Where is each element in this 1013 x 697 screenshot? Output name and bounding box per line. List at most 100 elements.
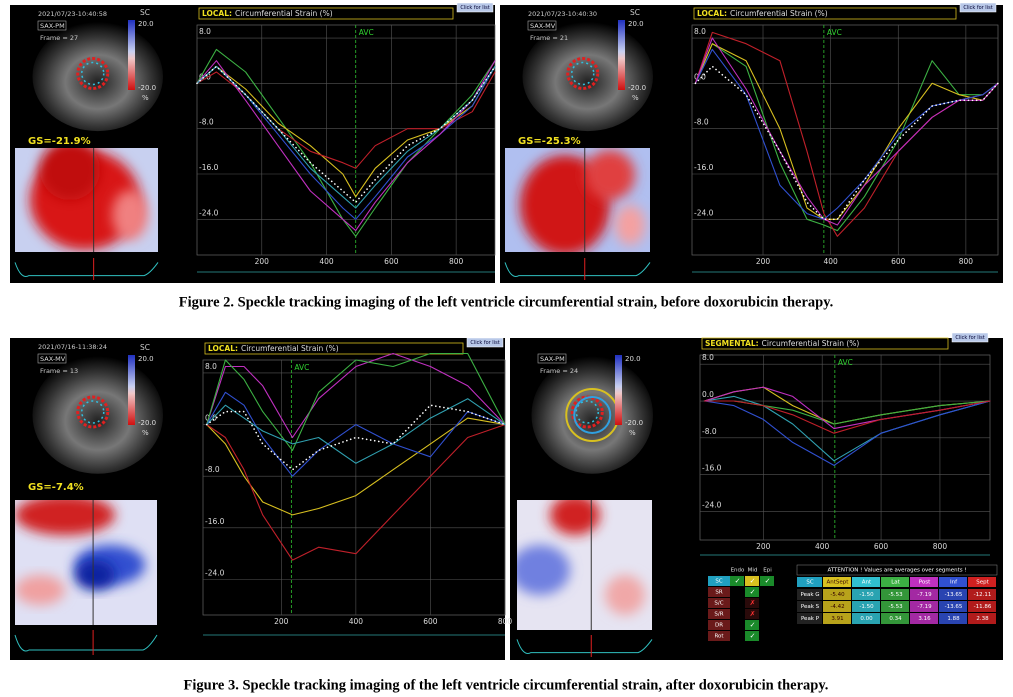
column-header: Lat <box>891 580 900 586</box>
strain-map-blobs <box>520 150 645 252</box>
x-tick-label: 600 <box>384 257 399 266</box>
column-header-cell <box>797 577 822 587</box>
row-label: SC <box>715 579 722 585</box>
row-label: Rot <box>714 634 724 640</box>
scale-max: 20.0 <box>138 20 154 28</box>
strain-blob <box>15 500 115 535</box>
list-button[interactable] <box>951 332 989 343</box>
y-tick-label: 0.0 <box>694 72 706 81</box>
y-tick-label: 8.0 <box>205 362 217 371</box>
title-box <box>204 342 464 355</box>
row-label-cell <box>708 576 730 586</box>
row-label-cell <box>708 587 730 597</box>
row-label-cell <box>708 609 730 619</box>
mark-cell <box>745 576 759 586</box>
strain-map-blobs <box>30 148 148 250</box>
table-header: Epi <box>763 568 772 574</box>
row-label-cell <box>708 598 730 608</box>
table-value: 3.16 <box>918 616 931 622</box>
mark: ✓ <box>750 588 756 596</box>
column-header-cell <box>968 577 996 587</box>
table-value: -12.11 <box>974 592 992 598</box>
strain-curve <box>196 48 496 237</box>
value-cell <box>910 601 938 612</box>
tracking-ring <box>575 400 599 424</box>
x-tick-label: 400 <box>319 257 334 266</box>
strain-curve <box>694 37 999 226</box>
strain-curve <box>196 60 496 232</box>
avc-label: AVC <box>838 358 853 367</box>
table-value: 2.38 <box>976 616 989 622</box>
strain-type: SC <box>140 343 150 352</box>
color-scale <box>618 20 625 90</box>
view-label: SAX-PM <box>40 22 65 30</box>
list-button[interactable] <box>466 337 504 348</box>
column-header-cell <box>852 577 880 587</box>
list-button-label: Click for list <box>955 335 984 341</box>
x-tick-label: 400 <box>349 617 364 626</box>
tracking-ring <box>566 57 600 90</box>
strain-curve <box>206 391 506 477</box>
tracking-ring <box>76 57 110 90</box>
row-label-cell <box>708 631 730 641</box>
strain-blob <box>615 205 645 245</box>
scale-min: -20.0 <box>138 84 156 92</box>
table-note: ATTENTION ! Values are averages over seg… <box>827 568 966 574</box>
value-cell <box>881 613 909 624</box>
y-tick-label: 8.0 <box>694 27 706 36</box>
column-header: Ant <box>862 580 872 586</box>
scale-min: -20.0 <box>625 419 643 427</box>
plot-frame <box>691 24 999 256</box>
table-value: -1.50 <box>859 592 874 598</box>
list-button[interactable] <box>456 2 494 13</box>
x-tick-label: 800 <box>449 257 464 266</box>
column-header: Inf <box>950 580 958 586</box>
table-value: Peak P <box>801 616 820 622</box>
x-tick-label: 200 <box>255 257 270 266</box>
table-value: -7.19 <box>917 604 932 610</box>
mark-cell <box>745 620 759 630</box>
y-tick-label: -24.0 <box>205 568 225 577</box>
value-cell <box>939 613 967 624</box>
mark-cell <box>745 609 759 619</box>
value-cell <box>823 589 851 600</box>
view-box <box>537 353 567 364</box>
strain-map-blobs <box>15 500 145 605</box>
timestamp: 2021/07/16-11:38:24 <box>38 343 107 351</box>
table-value: 3.91 <box>831 616 843 622</box>
table-value: -1.50 <box>859 604 874 610</box>
chart-mode: LOCAL: <box>208 344 238 353</box>
chart-mode: SEGMENTAL: <box>705 339 759 348</box>
column-header-cell <box>823 577 851 587</box>
strain-blob <box>75 560 115 590</box>
timestamp: 2021/07/23-10:40:30 <box>528 10 597 18</box>
strain-curve <box>206 417 506 516</box>
view-box <box>37 353 67 364</box>
frame-label: Frame = 13 <box>40 367 78 375</box>
timestamp: 2021/07/23-10:40:58 <box>38 10 107 18</box>
table-value: 0.34 <box>889 616 902 622</box>
strain-curve <box>206 424 506 561</box>
mean-curve <box>196 65 496 204</box>
strain-curve <box>703 400 991 466</box>
list-button-label: Click for list <box>460 5 489 11</box>
title-box <box>701 337 949 350</box>
mark: ✓ <box>750 577 756 585</box>
strain-curve <box>206 352 506 439</box>
chart-title-text: Circumferential Strain (%) <box>762 339 860 348</box>
list-button[interactable] <box>959 2 997 13</box>
chart-title-text: Circumferential Strain (%) <box>235 9 333 18</box>
y-tick-label: -16.0 <box>199 163 219 172</box>
value-cell <box>797 589 822 600</box>
column-header: Sept <box>976 580 989 586</box>
row-label: SR <box>715 590 722 596</box>
tracking-ring <box>81 400 105 424</box>
mark: ✓ <box>750 621 756 629</box>
value-cell <box>910 613 938 624</box>
mark-cell <box>745 631 759 641</box>
chart-mode: LOCAL: <box>202 9 232 18</box>
list-button-label: Click for list <box>470 340 499 346</box>
color-scale <box>128 355 135 425</box>
column-header-cell <box>910 577 938 587</box>
